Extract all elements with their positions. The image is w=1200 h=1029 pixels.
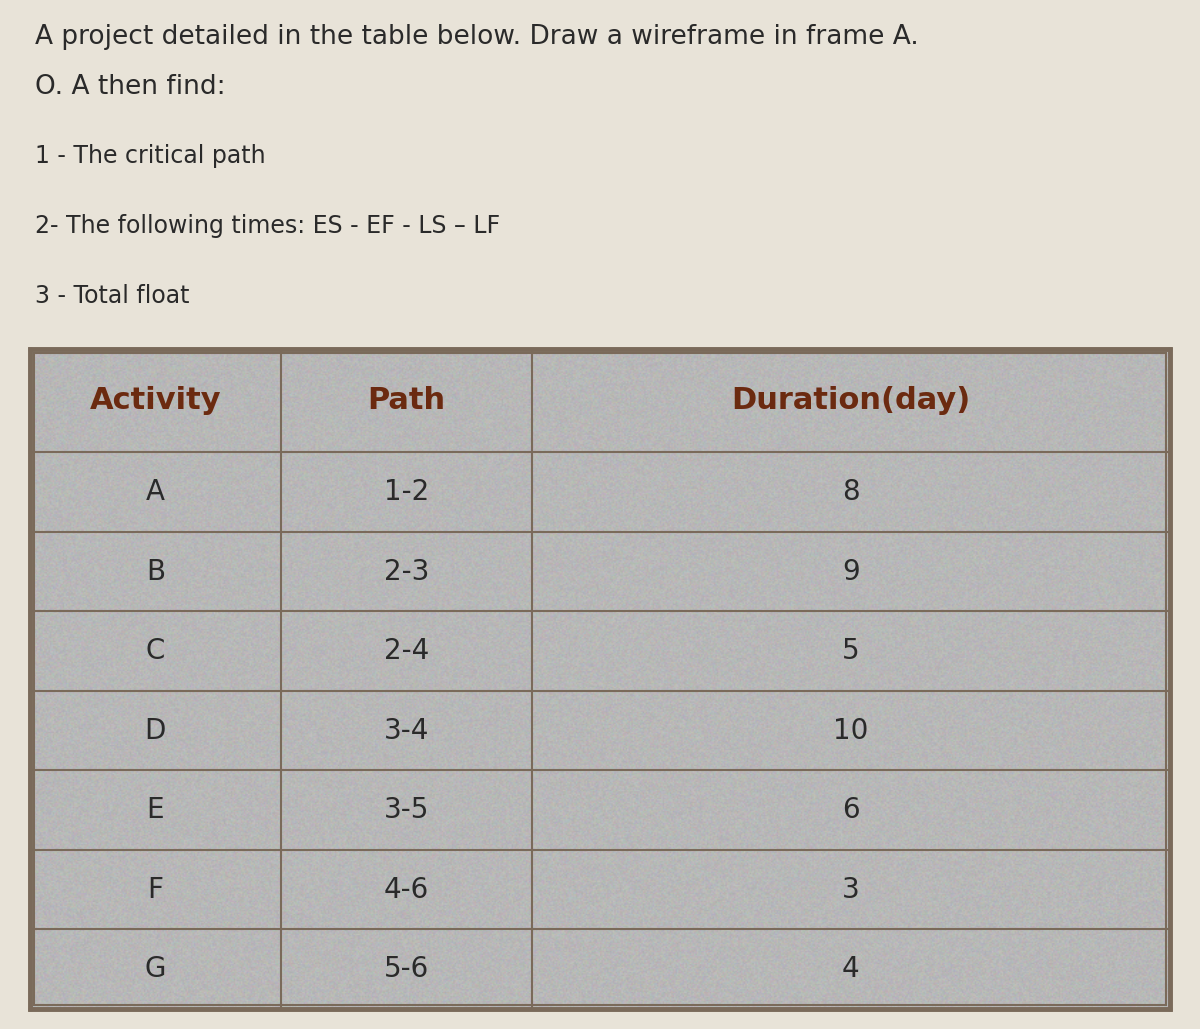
Text: F: F	[148, 876, 163, 903]
Text: Path: Path	[367, 386, 445, 415]
Text: 4-6: 4-6	[384, 876, 428, 903]
Text: 3: 3	[842, 876, 859, 903]
Text: 1 - The critical path: 1 - The critical path	[35, 144, 265, 168]
Text: Duration(day): Duration(day)	[731, 386, 971, 415]
Text: 3-5: 3-5	[384, 796, 428, 824]
Text: Activity: Activity	[90, 386, 221, 415]
Text: 2-3: 2-3	[384, 558, 428, 586]
Text: 10: 10	[833, 716, 869, 745]
Text: 6: 6	[842, 796, 859, 824]
Text: 8: 8	[842, 478, 859, 506]
Text: C: C	[145, 637, 166, 665]
Bar	[30, 349, 1170, 1009]
Text: 1-2: 1-2	[384, 478, 428, 506]
Bar	[34, 353, 1166, 1005]
Text: 5: 5	[842, 637, 859, 665]
Text: E: E	[146, 796, 164, 824]
Text: 4: 4	[842, 955, 859, 984]
Text: G: G	[145, 955, 166, 984]
Text: 9: 9	[842, 558, 859, 586]
Text: O. A then find:: O. A then find:	[35, 74, 226, 100]
Text: 3-4: 3-4	[384, 716, 428, 745]
Text: B: B	[146, 558, 164, 586]
Text: D: D	[145, 716, 166, 745]
Text: A project detailed in the table below. Draw a wireframe in frame A.: A project detailed in the table below. D…	[35, 24, 919, 50]
Text: A: A	[146, 478, 164, 506]
Text: 2-4: 2-4	[384, 637, 428, 665]
Text: 2- The following times: ES - EF - LS – LF: 2- The following times: ES - EF - LS – L…	[35, 214, 500, 238]
Text: 5-6: 5-6	[384, 955, 428, 984]
Text: 3 - Total float: 3 - Total float	[35, 284, 190, 308]
